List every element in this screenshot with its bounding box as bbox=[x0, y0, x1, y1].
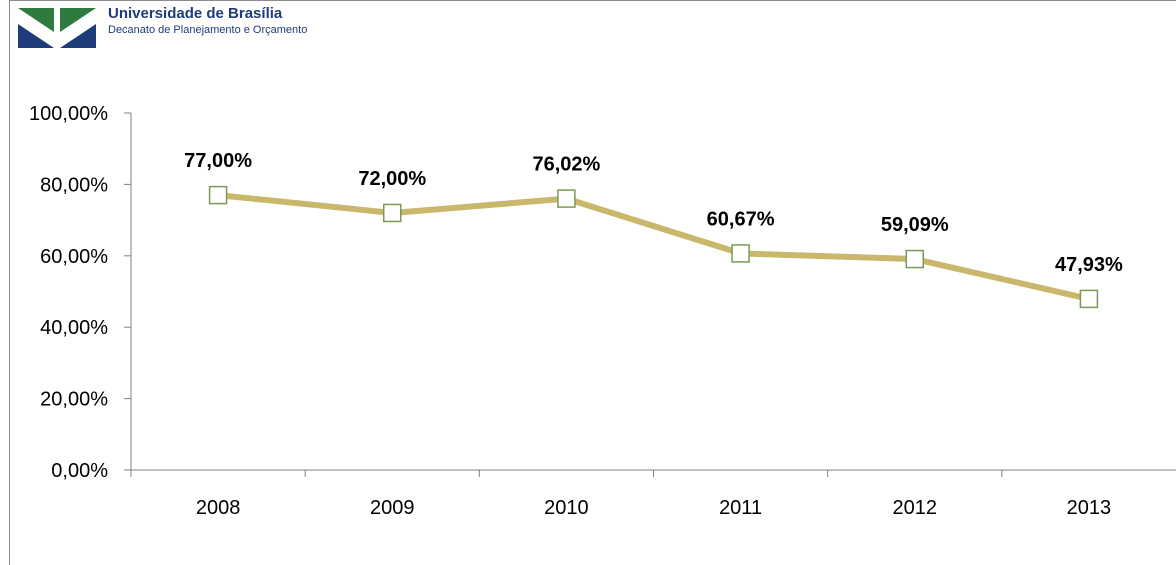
y-tick-label: 80,00% bbox=[40, 174, 108, 196]
data-point-marker bbox=[557, 189, 576, 208]
data-point-marker bbox=[383, 203, 402, 223]
institution-name: Universidade de Brasília bbox=[108, 5, 283, 22]
data-label: 60,67% bbox=[707, 208, 775, 230]
series-line bbox=[215, 192, 1092, 302]
department-name: Decanato de Planejamento e Orçamento bbox=[108, 24, 308, 36]
data-point-marker bbox=[208, 185, 228, 205]
x-tick-label: 2013 bbox=[1067, 497, 1112, 519]
data-point-marker bbox=[731, 244, 750, 263]
header: Universidade de Brasília Decanato de Pla… bbox=[0, 0, 500, 56]
series-markers bbox=[208, 185, 1099, 309]
y-axis-ticks: 0,00% 20,00% 40,00% 60,00% 80,00% 100,00% bbox=[29, 103, 131, 482]
y-tick-label: 100,00% bbox=[29, 103, 108, 125]
data-label: 76,02% bbox=[532, 154, 600, 176]
x-tick-label: 2010 bbox=[544, 497, 589, 519]
data-labels: 77,00% 72,00% 76,02% 60,67% 59,09% 47,93% bbox=[184, 150, 1123, 276]
x-tick-label: 2009 bbox=[370, 497, 415, 519]
data-label: 59,09% bbox=[881, 214, 949, 236]
data-label: 72,00% bbox=[358, 168, 426, 190]
data-point-marker bbox=[1079, 289, 1099, 309]
y-tick-label: 0,00% bbox=[51, 460, 108, 482]
data-label: 47,93% bbox=[1055, 254, 1123, 276]
chart-frame bbox=[9, 0, 1176, 565]
x-tick-label: 2011 bbox=[719, 497, 762, 519]
y-tick-label: 20,00% bbox=[40, 389, 108, 411]
y-tick-label: 40,00% bbox=[40, 317, 108, 339]
x-axis-ticks: 2008 2009 2010 2011 2012 2013 bbox=[196, 470, 1111, 519]
data-label: 77,00% bbox=[184, 150, 252, 172]
x-tick-label: 2012 bbox=[893, 497, 938, 519]
unb-logo bbox=[18, 8, 96, 48]
x-tick-label: 2008 bbox=[196, 497, 241, 519]
y-tick-label: 60,00% bbox=[40, 246, 108, 268]
data-point-marker bbox=[905, 249, 924, 269]
